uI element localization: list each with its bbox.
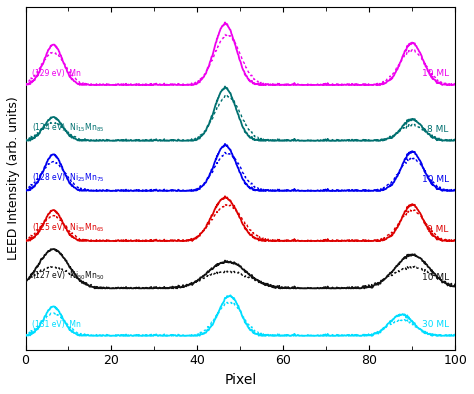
- Text: 30 ML: 30 ML: [421, 320, 449, 329]
- Text: (124 eV)  Ni$_{15}$Mn$_{85}$: (124 eV) Ni$_{15}$Mn$_{85}$: [32, 121, 104, 134]
- Text: (131 eV)  Mn: (131 eV) Mn: [32, 320, 81, 329]
- X-axis label: Pixel: Pixel: [224, 373, 256, 387]
- Text: (125 eV)  Ni$_{35}$Mn$_{65}$: (125 eV) Ni$_{35}$Mn$_{65}$: [32, 222, 104, 234]
- Text: 10 ML: 10 ML: [421, 175, 449, 184]
- Text: (127 eV)  Ni$_{50}$Mn$_{50}$: (127 eV) Ni$_{50}$Mn$_{50}$: [32, 269, 105, 282]
- Text: 9 ML: 9 ML: [427, 225, 449, 234]
- Y-axis label: LEED Intensity (arb. units): LEED Intensity (arb. units): [7, 97, 20, 260]
- Text: (128 eV)  Ni$_{25}$Mn$_{75}$: (128 eV) Ni$_{25}$Mn$_{75}$: [32, 172, 104, 184]
- Text: 10 ML: 10 ML: [421, 273, 449, 282]
- Text: (129 eV)  Mn: (129 eV) Mn: [32, 69, 81, 78]
- Text: 10 ML: 10 ML: [421, 69, 449, 78]
- Text: 8 ML: 8 ML: [427, 125, 449, 134]
